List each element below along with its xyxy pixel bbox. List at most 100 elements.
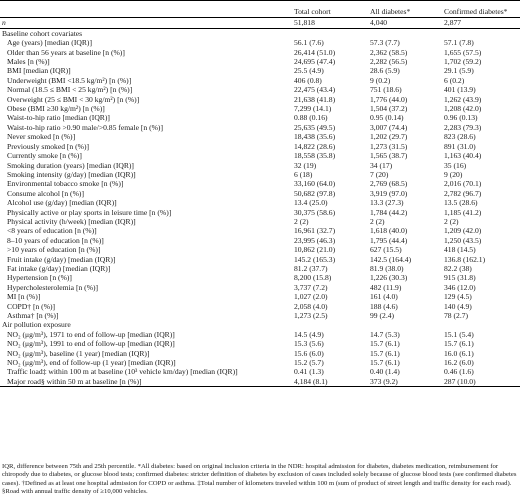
- table-row: NO₂ (μg/m³), 1991 to end of follow-up [m…: [0, 339, 520, 348]
- table-row: Hypercholesterolemia [n (%)] 3,737 (7.2) 4…: [0, 283, 520, 292]
- row-label: Waist-to-hip ratio [median (IQR)]: [7, 113, 110, 123]
- cell-all-diabetes: 3,919 (97.0): [370, 188, 408, 198]
- cell-total-cohort: 15.6 (6.0): [294, 348, 324, 358]
- cell-all-diabetes: 1,504 (37.2): [370, 104, 408, 114]
- cell-total-cohort: 10,862 (21.0): [294, 245, 336, 255]
- table-row: MI [n (%)] 1,027 (2.0) 161 (4.0) 129 (4.5): [0, 292, 520, 301]
- table-row: BMI [median (IQR)] 25.5 (4.9) 28.6 (5.9) 29…: [0, 66, 520, 75]
- table-row: 8–10 years of education [n (%)] 23,995 (4…: [0, 236, 520, 245]
- cell-total-cohort: 0.41 (1.3): [294, 367, 324, 377]
- table-row: NO₂ (μg/m³), baseline (1 year) [median (…: [0, 349, 520, 358]
- header-confirmed-diabetes: Confirmed diabetes*: [442, 0, 520, 18]
- cell-confirmed-diabetes: 1,655 (57.5): [444, 47, 482, 57]
- row-label: Smoking intensity (g/day) [median (IQR)]: [7, 169, 136, 179]
- cell-confirmed-diabetes: 1,702 (59.2): [444, 57, 482, 67]
- cell-all-diabetes: 482 (11.9): [370, 282, 402, 292]
- cell-total-cohort: 1,273 (2.5): [294, 311, 328, 320]
- cell-total-cohort: 2,058 (4.0): [294, 301, 328, 311]
- row-label: Currently smoke [n (%)]: [7, 151, 82, 161]
- cell-total-cohort: 15.3 (5.6): [294, 339, 324, 349]
- n-row: n 51,818 4,040 2,877: [0, 17, 520, 29]
- cell-all-diabetes: 14.7 (5.3): [370, 329, 400, 339]
- cell-total-cohort: 3,737 (7.2): [294, 282, 328, 292]
- cell-all-diabetes: 2,362 (58.5): [370, 47, 408, 57]
- cell-confirmed-diabetes: 1,163 (40.4): [444, 151, 482, 161]
- row-label: Physically active or play sports in leis…: [7, 207, 172, 217]
- cell-total-cohort: 14,822 (28.6): [294, 141, 336, 151]
- table-row: Traffic load‡ within 100 m at baseline (…: [0, 367, 520, 376]
- row-label: Previously smoked [n (%)]: [7, 141, 90, 151]
- table-row: Environmental tobacco smoke [n (%)] 33,16…: [0, 179, 520, 188]
- cell-all-diabetes: 34 (17): [370, 160, 393, 170]
- cell-confirmed-diabetes: 9 (20): [444, 169, 463, 179]
- header-label-col: [0, 0, 292, 18]
- cell-all-diabetes: 161 (4.0): [370, 292, 398, 302]
- table-row: NO₂ (μg/m³), end of follow-up (1 year) […: [0, 358, 520, 367]
- cell-all-diabetes: 1,273 (31.5): [370, 141, 408, 151]
- cell-confirmed-diabetes: 1,208 (42.0): [444, 104, 482, 114]
- section-header-row: Baseline cohort covariates: [0, 28, 520, 38]
- table-row: Normal (18.5 ≤ BMI < 25 kg/m²) [n (%)] 22…: [0, 85, 520, 94]
- row-label: Smoking duration (years) [median (IQR)]: [7, 160, 134, 170]
- cell-confirmed-diabetes: 15.7 (6.1): [444, 339, 474, 349]
- cell-confirmed-diabetes: 891 (31.0): [444, 141, 476, 151]
- cell-all-diabetes: 373 (9.2): [368, 376, 442, 388]
- cell-all-diabetes: 81.9 (38.0): [370, 263, 404, 273]
- row-label: Older than 56 years at baseline [n (%)]: [7, 47, 125, 57]
- cell-total-cohort: 32 (19): [294, 160, 317, 170]
- row-label: Alcohol use (g/day) [median (IQR)]: [7, 198, 117, 208]
- row-label: Fruit intake (g/day) [median (IQR)]: [7, 254, 116, 264]
- row-label: Environmental tobacco smoke [n (%)]: [7, 179, 124, 189]
- cell-confirmed-diabetes: 129 (4.5): [444, 292, 472, 302]
- cell-confirmed-diabetes: 1,262 (43.9): [444, 94, 482, 104]
- table-row: Alcohol use (g/day) [median (IQR)] 13.4 (…: [0, 198, 520, 207]
- cell-total-cohort: 15.2 (5.7): [294, 358, 324, 368]
- n-total: 51,818: [292, 17, 368, 29]
- cell-total-cohort: 23,995 (46.3): [294, 235, 336, 245]
- cell-all-diabetes: 1,618 (40.0): [370, 226, 408, 236]
- cell-total-cohort: 14.5 (4.9): [294, 329, 324, 339]
- cell-all-diabetes: 751 (18.6): [370, 85, 402, 95]
- table-row: Waist-to-hip ratio [median (IQR)] 0.88 (0…: [0, 113, 520, 122]
- cell-all-diabetes: 3,007 (74.4): [370, 122, 408, 132]
- cell-total-cohort: 8,200 (15.8): [294, 273, 332, 283]
- table-header-row: Total cohort All diabetes* Confirmed dia…: [0, 0, 520, 18]
- cell-all-diabetes: 99 (2.4): [370, 311, 395, 320]
- table-row: Age (years) [median (IQR)] 56.1 (7.6) 57.3…: [0, 38, 520, 47]
- row-label: MI [n (%)]: [7, 292, 41, 302]
- cell-confirmed-diabetes: 78 (2.7): [444, 311, 469, 320]
- cell-total-cohort: 22,475 (43.4): [294, 85, 336, 95]
- cell-total-cohort: 26,414 (51.0): [294, 47, 336, 57]
- cell-confirmed-diabetes: 6 (0.2): [444, 75, 465, 85]
- cell-all-diabetes: 627 (15.5): [370, 245, 402, 255]
- row-label: 8–10 years of education [n (%)]: [7, 235, 104, 245]
- cell-all-diabetes: 28.6 (5.9): [370, 66, 400, 76]
- cell-total-cohort: 7,299 (14.1): [294, 104, 332, 114]
- cell-confirmed-diabetes: 2,016 (70.1): [444, 179, 482, 189]
- cell-confirmed-diabetes: 287 (10.0): [442, 376, 520, 388]
- row-label: Never smoked [n (%)]: [7, 132, 76, 142]
- cell-confirmed-diabetes: 0.96 (0.13): [444, 113, 478, 123]
- row-label: Hypercholesterolemia [n (%)]: [7, 282, 99, 292]
- table-row: Overweight (25 ≤ BMI < 30 kg/m²) [n (%)]…: [0, 95, 520, 104]
- cell-total-cohort: 56.1 (7.6): [294, 38, 324, 48]
- cell-all-diabetes: 15.7 (6.1): [370, 339, 400, 349]
- cell-all-diabetes: 13.3 (27.3): [370, 198, 404, 208]
- table-row: NO₂ (μg/m³), 1971 to end of follow-up [m…: [0, 330, 520, 339]
- row-label: <8 years of education [n (%)]: [7, 226, 97, 236]
- cell-total-cohort: 13.4 (25.0): [294, 198, 328, 208]
- cell-all-diabetes: 1,565 (38.7): [370, 151, 408, 161]
- cell-total-cohort: 18,438 (35.6): [294, 132, 336, 142]
- row-label: Asthma† [n (%)]: [7, 311, 59, 320]
- table-row: >10 years of education [n (%)] 10,862 (21…: [0, 245, 520, 254]
- section-title: Baseline cohort covariates: [2, 28, 83, 38]
- row-label: COPD† [n (%)]: [7, 301, 56, 311]
- cell-confirmed-diabetes: 1,185 (41.2): [444, 207, 482, 217]
- row-label: NO₂ (μg/m³), 1971 to end of follow-up [m…: [7, 329, 175, 339]
- header-total-cohort: Total cohort: [292, 0, 368, 18]
- characteristics-table-container: Total cohort All diabetes* Confirmed dia…: [0, 0, 520, 388]
- table-body: n 51,818 4,040 2,877 Baseline cohort cov…: [0, 17, 520, 388]
- cell-confirmed-diabetes: 16.0 (6.1): [444, 348, 474, 358]
- cell-total-cohort: 30,375 (58.6): [294, 207, 336, 217]
- cell-confirmed-diabetes: 2 (2): [444, 216, 459, 226]
